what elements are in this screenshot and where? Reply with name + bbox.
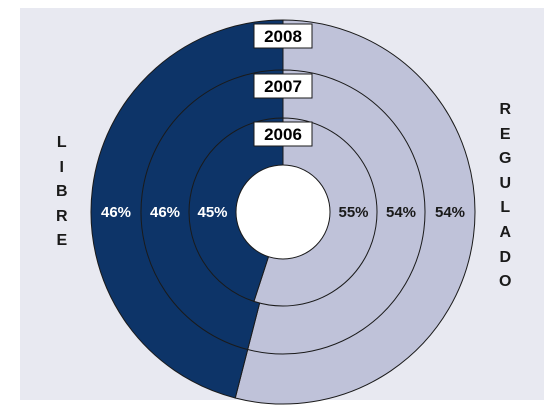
year-tag-2006: 2006 (264, 125, 302, 144)
libre-letter-4: E (56, 232, 68, 250)
regulado-letter-5: A (499, 223, 511, 241)
libre-letter-2: B (56, 183, 68, 201)
regulado-letter-1: E (499, 125, 511, 143)
regulado-letter-0: R (499, 101, 511, 118)
regulado-letter-4: L (500, 199, 511, 217)
libre-label-2007: 46% (150, 204, 180, 221)
regulado-letter-6: D (499, 248, 511, 266)
year-tag-box-2006 (253, 121, 313, 147)
year-tag-box-2008 (253, 23, 313, 49)
libre-letter-3: R (56, 207, 68, 225)
regulado-letter-2: G (499, 150, 512, 168)
libre-label-2008: 46% (101, 204, 131, 221)
regulado-letter-7: O (499, 273, 512, 291)
regulado-label-2008: 54% (435, 204, 465, 221)
libre-letter-1: I (59, 158, 64, 176)
year-tag-2008: 2008 (264, 27, 302, 46)
regulado-label-2006: 55% (338, 204, 368, 221)
center-hole (235, 164, 331, 260)
libre-label-2006: 45% (197, 204, 227, 221)
libre-letter-0: L (56, 134, 67, 151)
year-tag-box-2007 (253, 73, 313, 99)
regulado-letter-3: U (499, 174, 511, 192)
regulado-label-2007: 54% (386, 204, 416, 221)
year-tag-2007: 2007 (264, 77, 302, 96)
